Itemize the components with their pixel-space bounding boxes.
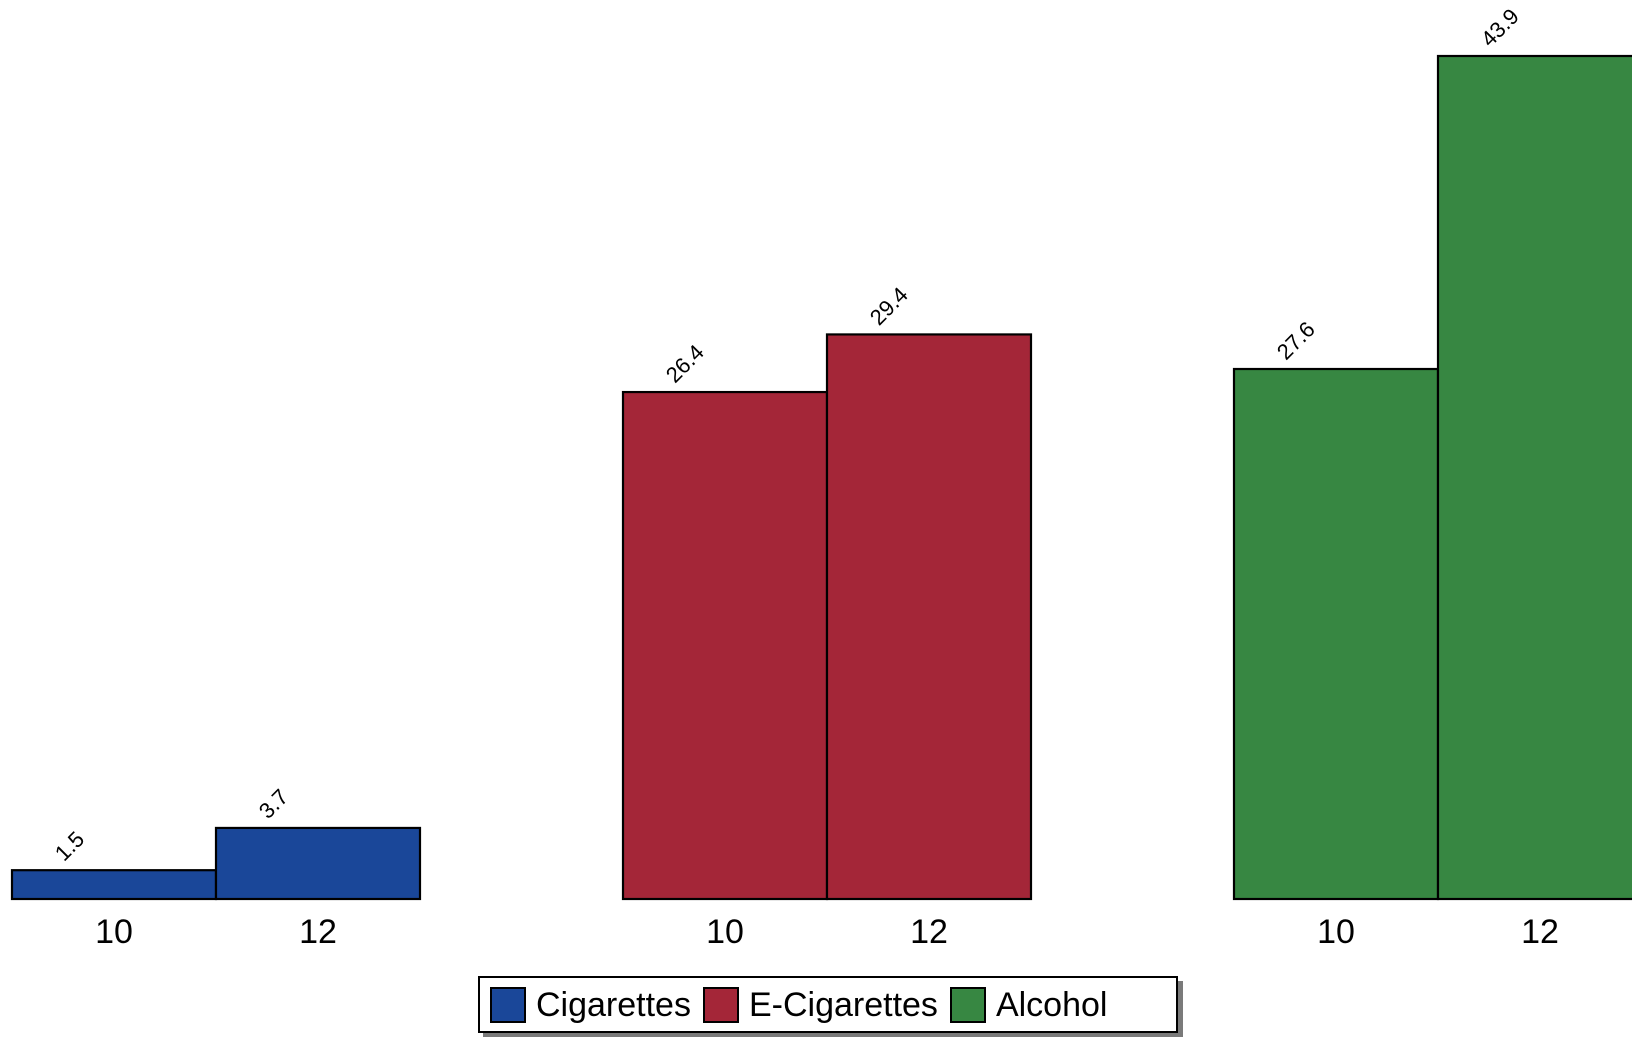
legend-label-alcohol: Alcohol: [995, 985, 1108, 1024]
legend-item-e-cigarettes: E-Cigarettes: [702, 985, 938, 1024]
x-tick-label-alcohol-12: 12: [1521, 913, 1559, 951]
data-label-alcohol-12: 43.9: [1476, 4, 1524, 52]
data-label-cigarettes-10: 1.5: [50, 826, 89, 865]
bar-group-alcohol: 27.6 10 43.9 12: [1232, 4, 1632, 951]
legend: Cigarettes E-Cigarettes Alcohol: [478, 976, 1178, 1033]
bar-group-cigarettes: 1.5 10 3.7 12: [10, 784, 422, 951]
x-tick-label-cigarettes-10: 10: [95, 913, 133, 951]
x-tick-label-cigarettes-12: 12: [299, 913, 337, 951]
legend-swatch-alcohol: [949, 986, 986, 1023]
data-label-alcohol-10: 27.6: [1272, 317, 1320, 365]
data-label-e-cigarettes-12: 29.4: [865, 282, 913, 330]
data-label-e-cigarettes-10: 26.4: [661, 340, 709, 388]
legend-item-alcohol: Alcohol: [949, 985, 1108, 1024]
legend-label-cigarettes: Cigarettes: [536, 985, 691, 1024]
bar-e-cigarettes-12: [825, 333, 1033, 901]
x-tick-label-e-cigarettes-10: 10: [706, 913, 744, 951]
legend-swatch-cigarettes: [490, 986, 526, 1023]
x-tick-label-e-cigarettes-12: 12: [910, 913, 948, 951]
legend-swatch-e-cigarettes: [702, 986, 739, 1023]
bar-alcohol-12: [1436, 54, 1632, 901]
bar-group-e-cigarettes: 26.4 10 29.4 12: [621, 282, 1033, 951]
bar-alcohol-10: [1232, 367, 1440, 901]
bar-cigarettes-10: [10, 869, 218, 901]
legend-item-cigarettes: Cigarettes: [490, 985, 691, 1024]
bar-cigarettes-12: [214, 826, 422, 901]
bar-e-cigarettes-10: [621, 390, 829, 901]
x-tick-label-alcohol-10: 10: [1317, 913, 1355, 951]
data-label-cigarettes-12: 3.7: [254, 784, 293, 823]
legend-label-e-cigarettes: E-Cigarettes: [748, 985, 938, 1024]
